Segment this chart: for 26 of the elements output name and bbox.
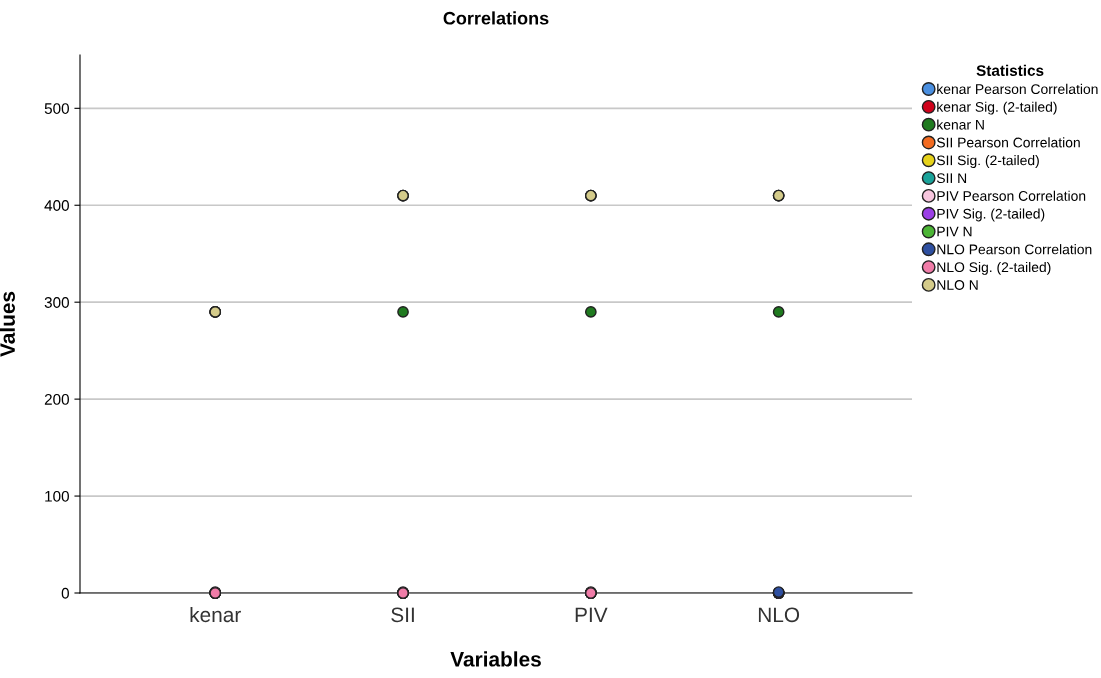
legend-label: PIV Sig. (2-tailed) — [937, 208, 1045, 222]
x-tick-label: PIV — [575, 607, 608, 622]
y-axis-title: Values — [0, 291, 15, 357]
legend-label: NLO Pearson Correlation — [937, 244, 1092, 255]
legend-label: kenar Pearson Correlation — [937, 83, 1098, 95]
legend-label: kenar Sig. (2-tailed) — [937, 101, 1057, 115]
chart-title: Correlations — [443, 11, 549, 25]
y-tick-label: 500 — [44, 103, 69, 114]
legend-label: PIV Pearson Correlation — [937, 190, 1086, 201]
legend-title: Statistics — [976, 64, 1044, 76]
legend-label: SII Pearson Correlation — [936, 137, 1080, 148]
y-tick-label: 100 — [45, 490, 69, 502]
y-tick-label: 300 — [44, 297, 69, 308]
legend-label: SII N — [936, 173, 967, 184]
x-tick-label: kenar — [190, 606, 241, 623]
legend-label: kenar N — [937, 119, 984, 130]
x-axis-title: Variables — [450, 651, 541, 667]
legend-label: NLO N — [937, 280, 978, 290]
y-tick-label: 400 — [44, 200, 69, 211]
legend-label: PIV N — [937, 226, 972, 237]
x-tick-label: NLO — [758, 607, 800, 623]
legend-label: SII Sig. (2-tailed) — [936, 155, 1039, 168]
legend-label: NLO Sig. (2-tailed) — [937, 261, 1051, 275]
x-tick-label: SII — [391, 607, 414, 623]
y-tick-label: 0 — [61, 587, 69, 599]
y-tick-label: 200 — [44, 393, 69, 405]
